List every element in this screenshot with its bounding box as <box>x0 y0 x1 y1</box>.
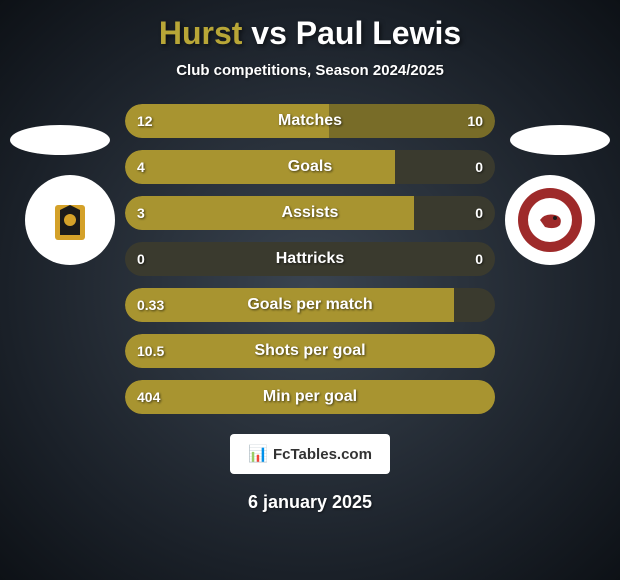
stat-label: Shots per goal <box>125 342 495 360</box>
comparison-title: Hurst vs Paul Lewis <box>159 15 461 52</box>
subtitle: Club competitions, Season 2024/2025 <box>176 62 444 79</box>
player2-name: Paul Lewis <box>296 15 461 51</box>
stat-row: 10.5Shots per goal <box>125 334 495 368</box>
stat-label: Hattricks <box>125 250 495 268</box>
stat-label: Goals <box>125 158 495 176</box>
stat-row: 4Goals0 <box>125 150 495 184</box>
stat-label: Assists <box>125 204 495 222</box>
stat-row: 404Min per goal <box>125 380 495 414</box>
vs-text: vs <box>251 15 287 51</box>
player1-name: Hurst <box>159 15 243 51</box>
brand-text: FcTables.com <box>273 446 372 463</box>
chart-icon: 📊 <box>248 444 268 464</box>
stat-value-right: 0 <box>475 251 483 267</box>
ellipse-left <box>10 125 110 155</box>
stat-value-right: 10 <box>467 113 483 129</box>
stat-row: 0.33Goals per match <box>125 288 495 322</box>
ellipse-right <box>510 125 610 155</box>
stat-row: 3Assists0 <box>125 196 495 230</box>
doncaster-logo-icon <box>35 185 105 255</box>
date-text: 6 january 2025 <box>248 492 372 513</box>
stat-row: 0Hattricks0 <box>125 242 495 276</box>
stat-label: Min per goal <box>125 388 495 406</box>
stats-container: 12Matches104Goals03Assists00Hattricks00.… <box>125 104 495 414</box>
club-logo-left <box>25 175 115 265</box>
morecambe-logo-icon <box>515 185 585 255</box>
stat-label: Goals per match <box>125 296 495 314</box>
footer-brand: 📊 FcTables.com <box>230 434 390 474</box>
stat-value-right: 0 <box>475 159 483 175</box>
club-logo-right <box>505 175 595 265</box>
stat-row: 12Matches10 <box>125 104 495 138</box>
stat-value-right: 0 <box>475 205 483 221</box>
stat-label: Matches <box>125 112 495 130</box>
